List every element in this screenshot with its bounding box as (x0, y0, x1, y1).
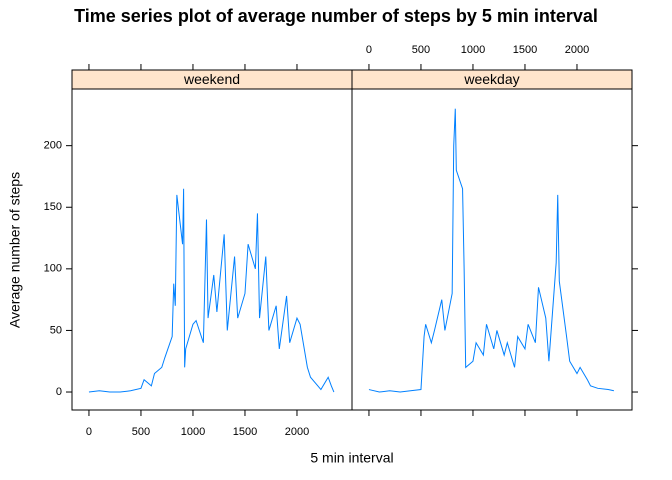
x-tick-label: 500 (132, 426, 150, 438)
panel (351, 88, 633, 411)
x-tick-label: 0 (366, 44, 372, 56)
y-tick-label: 0 (56, 386, 62, 398)
x-tick-label: 1000 (181, 426, 205, 438)
x-axis-label: 5 min interval (310, 450, 393, 466)
line (368, 108, 615, 393)
strip-label: weekday (463, 71, 519, 87)
y-tick-label: 200 (44, 140, 62, 152)
x-tick-label: 2000 (565, 44, 589, 56)
x-tick-label: 1000 (461, 44, 485, 56)
x-tick-label: 0 (86, 426, 92, 438)
line (88, 188, 335, 393)
y-tick-label: 50 (50, 324, 62, 336)
y-tick-label: 150 (44, 201, 62, 213)
x-tick-label: 1500 (233, 426, 257, 438)
y-axis-label: Average number of steps (7, 172, 23, 328)
x-tick-label: 500 (412, 44, 430, 56)
y-tick-label: 100 (44, 263, 62, 275)
x-tick-label: 1500 (513, 44, 537, 56)
x-tick-label: 2000 (285, 426, 309, 438)
strip-label: weekend (183, 71, 240, 87)
chart-title: Time series plot of average number of st… (74, 6, 598, 26)
panel (71, 88, 353, 411)
